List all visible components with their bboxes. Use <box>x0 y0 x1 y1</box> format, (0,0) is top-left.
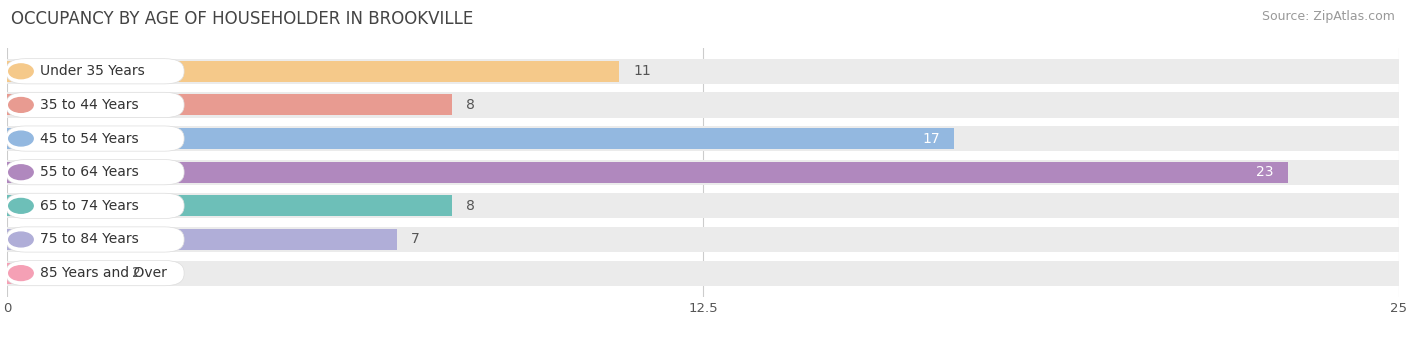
FancyBboxPatch shape <box>6 59 184 84</box>
Bar <box>7 193 1399 219</box>
Bar <box>7 92 1399 118</box>
Bar <box>7 94 453 115</box>
Bar <box>7 263 118 284</box>
FancyBboxPatch shape <box>6 160 184 185</box>
Bar <box>7 227 1399 252</box>
Circle shape <box>8 64 34 79</box>
FancyBboxPatch shape <box>6 92 184 118</box>
Circle shape <box>8 165 34 180</box>
Text: 11: 11 <box>633 64 651 78</box>
Bar <box>7 160 1399 185</box>
Bar <box>7 59 1399 84</box>
Text: 55 to 64 Years: 55 to 64 Years <box>41 165 139 179</box>
FancyBboxPatch shape <box>6 227 184 252</box>
Text: 65 to 74 Years: 65 to 74 Years <box>41 199 139 213</box>
Bar <box>7 61 620 82</box>
Text: 17: 17 <box>922 132 939 146</box>
Text: Source: ZipAtlas.com: Source: ZipAtlas.com <box>1261 10 1395 23</box>
FancyBboxPatch shape <box>6 193 184 219</box>
Bar <box>7 162 1288 183</box>
Circle shape <box>8 266 34 281</box>
Text: 75 to 84 Years: 75 to 84 Years <box>41 233 139 247</box>
Circle shape <box>8 98 34 112</box>
FancyBboxPatch shape <box>6 126 184 151</box>
Circle shape <box>8 198 34 213</box>
Text: 2: 2 <box>132 266 141 280</box>
Text: 85 Years and Over: 85 Years and Over <box>41 266 167 280</box>
Text: 45 to 54 Years: 45 to 54 Years <box>41 132 139 146</box>
Circle shape <box>8 232 34 247</box>
Text: OCCUPANCY BY AGE OF HOUSEHOLDER IN BROOKVILLE: OCCUPANCY BY AGE OF HOUSEHOLDER IN BROOK… <box>11 10 474 28</box>
Text: 35 to 44 Years: 35 to 44 Years <box>41 98 139 112</box>
Text: Under 35 Years: Under 35 Years <box>41 64 145 78</box>
Text: 8: 8 <box>467 98 475 112</box>
Bar <box>7 128 953 149</box>
Bar <box>7 229 396 250</box>
Circle shape <box>8 131 34 146</box>
FancyBboxPatch shape <box>6 261 184 286</box>
Text: 7: 7 <box>411 233 419 247</box>
Bar <box>7 195 453 216</box>
Bar <box>7 126 1399 151</box>
Text: 8: 8 <box>467 199 475 213</box>
Text: 23: 23 <box>1256 165 1274 179</box>
Bar <box>7 261 1399 286</box>
